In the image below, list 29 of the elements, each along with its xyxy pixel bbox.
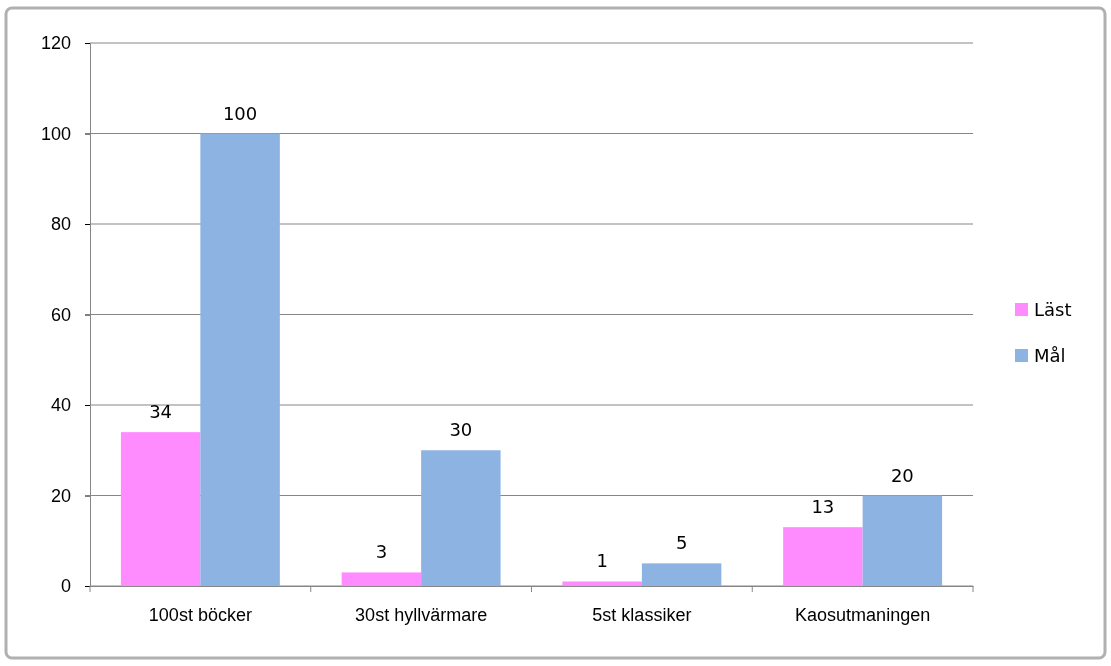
legend-label: Mål xyxy=(1034,345,1066,366)
data-label: 34 xyxy=(149,401,173,423)
y-tick-label: 20 xyxy=(50,485,71,506)
data-label: 20 xyxy=(890,464,914,486)
x-tick-label: 5st klassiker xyxy=(592,604,692,625)
y-tick-label: 120 xyxy=(40,33,71,54)
bar xyxy=(783,527,863,586)
bar xyxy=(120,432,201,586)
bar xyxy=(641,563,722,586)
x-tick-label: Kaosutmaningen xyxy=(795,604,931,625)
x-tick-label: 100st böcker xyxy=(148,604,252,625)
bar xyxy=(421,450,501,586)
bar xyxy=(562,581,642,586)
data-label: 1 xyxy=(596,550,608,572)
y-tick-label: 60 xyxy=(50,304,71,325)
bar xyxy=(862,495,943,586)
y-tick-label: 80 xyxy=(50,214,71,235)
data-label: 5 xyxy=(675,532,688,554)
legend-label: Läst xyxy=(1034,299,1072,320)
x-tick-label: 30st hyllvärmare xyxy=(355,604,488,625)
y-tick-label: 100 xyxy=(40,123,71,144)
bar xyxy=(200,133,280,586)
data-label: 3 xyxy=(375,541,388,563)
data-label: 30 xyxy=(449,419,473,441)
bar xyxy=(341,572,422,586)
y-tick-label: 40 xyxy=(50,395,71,416)
data-label: 100 xyxy=(222,102,258,124)
data-label: 13 xyxy=(811,496,835,518)
y-tick-label: 0 xyxy=(60,576,71,597)
